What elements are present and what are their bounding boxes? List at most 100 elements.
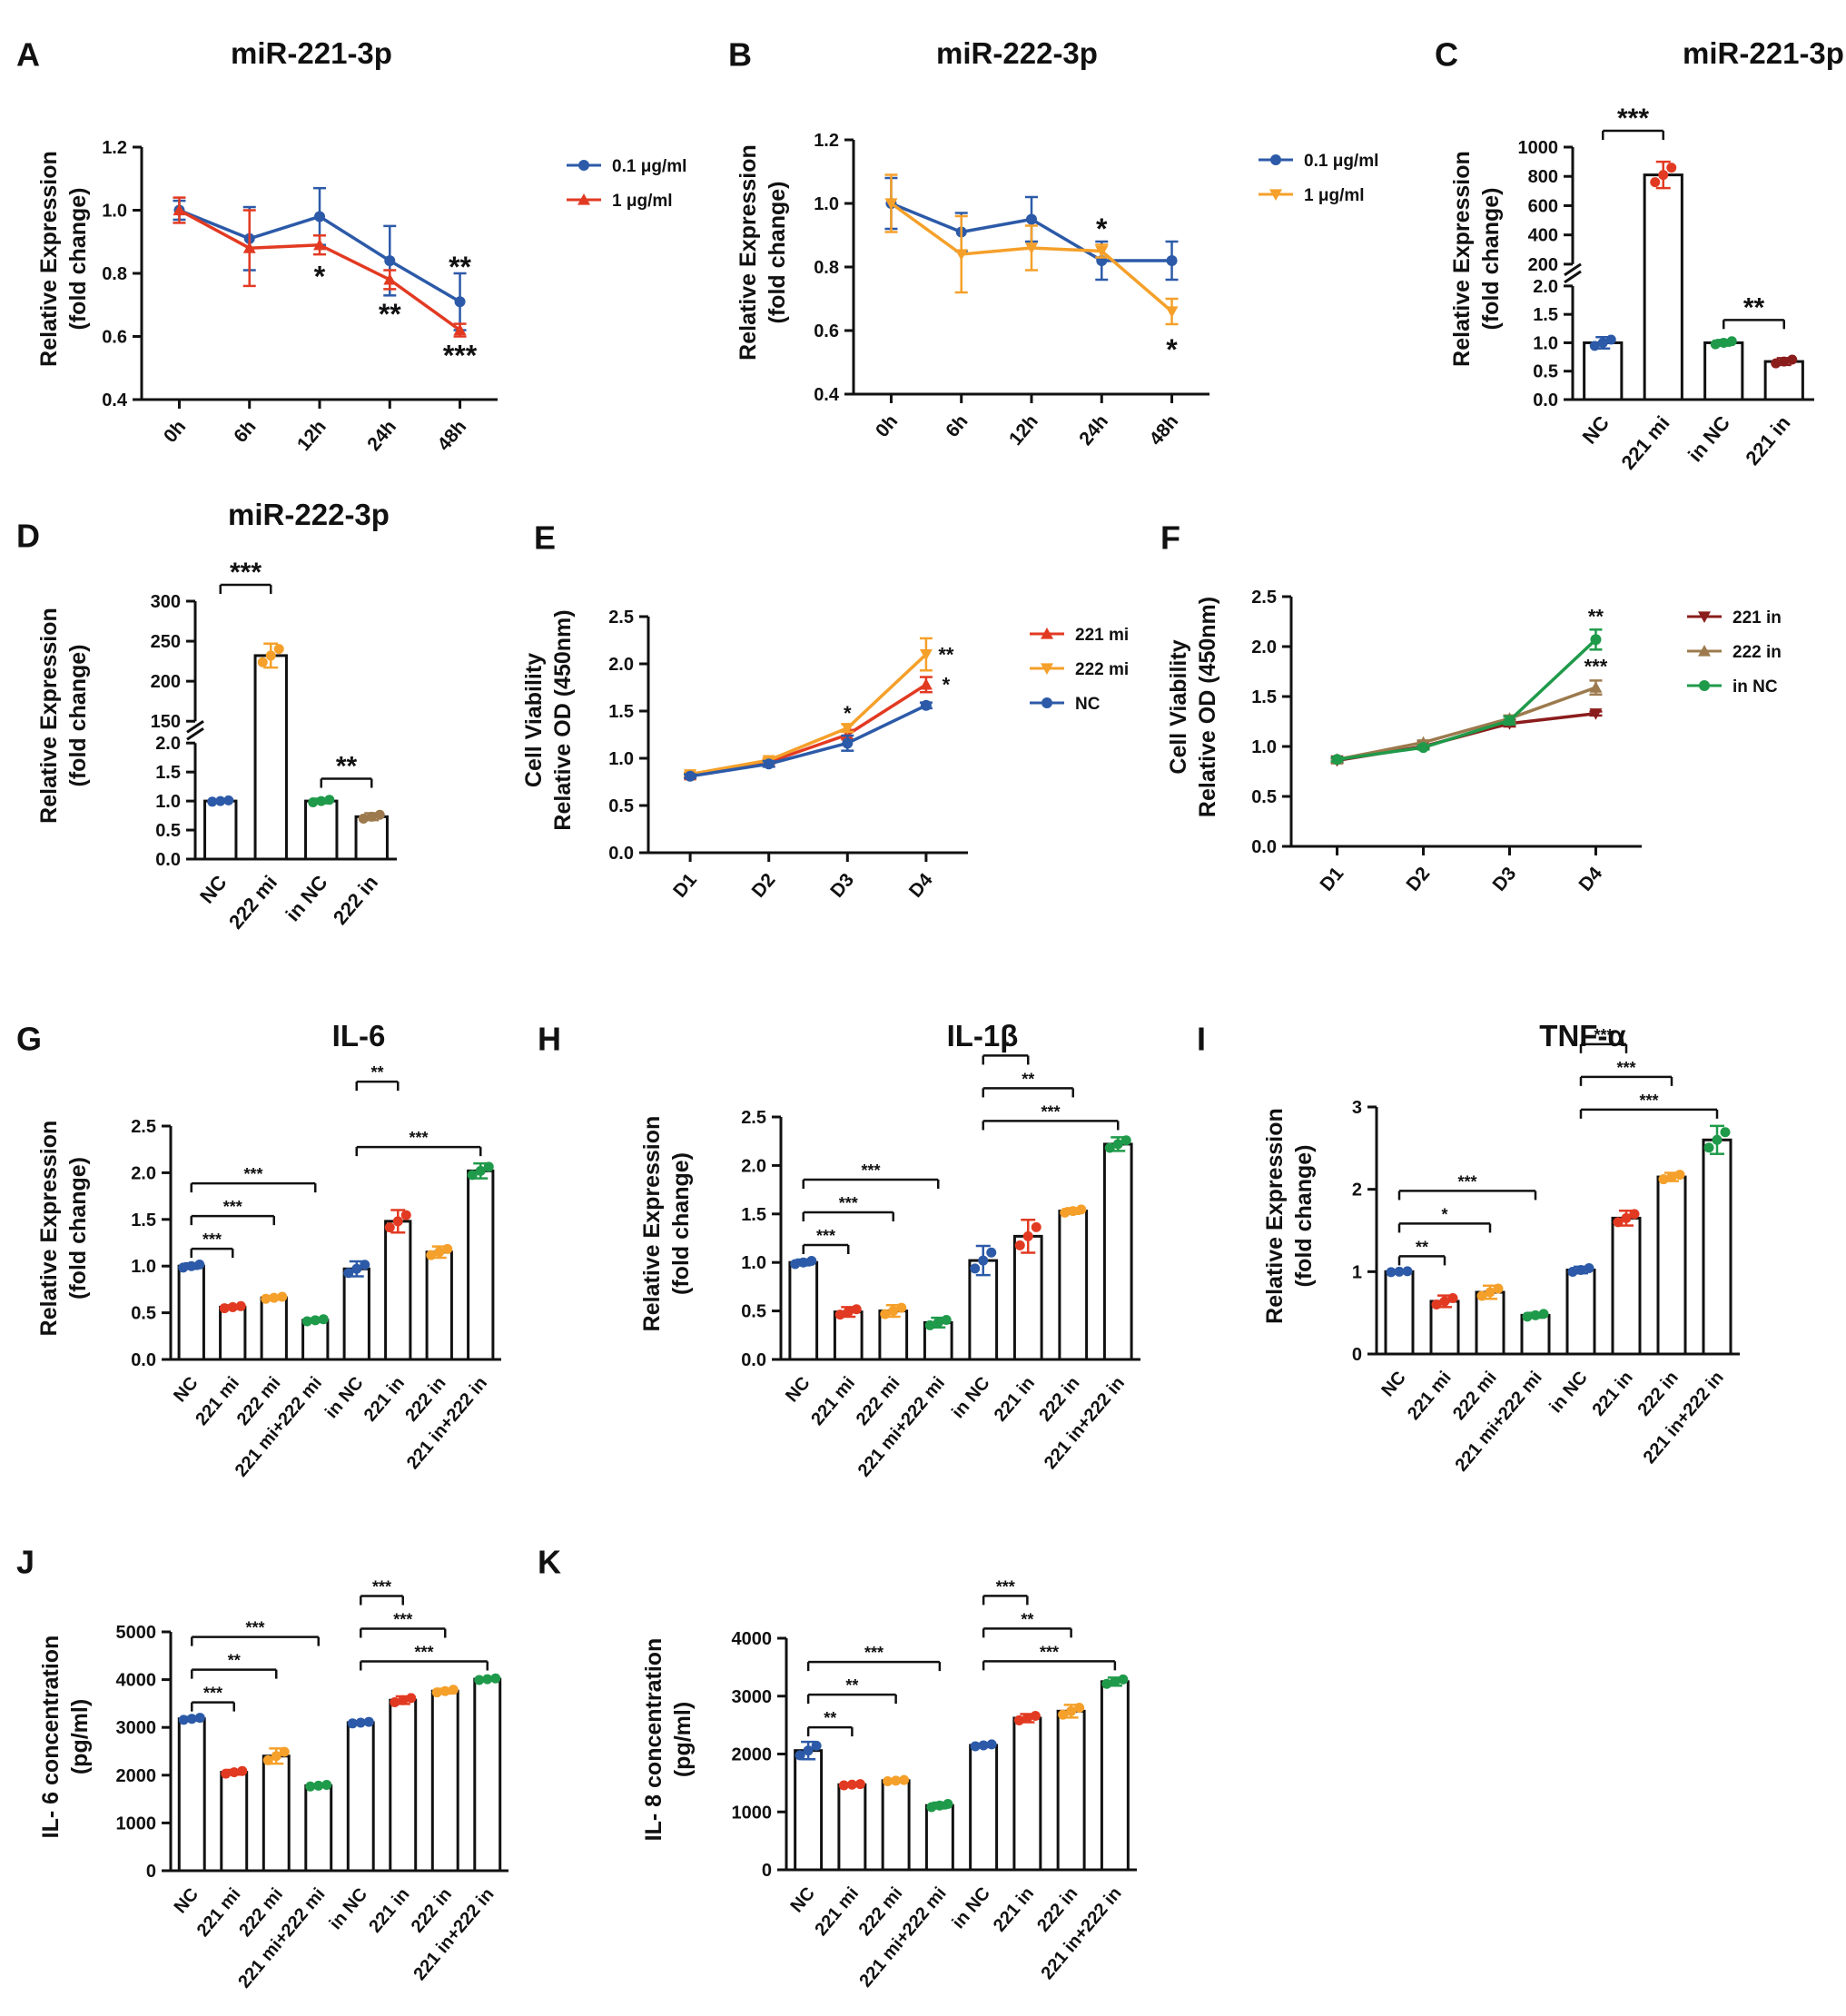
bar [384, 1220, 412, 1361]
x-tick-label: 24h [1075, 410, 1112, 450]
bar [794, 1749, 824, 1872]
bar-group-222 in [425, 1243, 453, 1361]
data-point [841, 723, 854, 735]
y-tick-label: 200 [1528, 255, 1558, 275]
data-point [1026, 213, 1037, 225]
replicate-point [355, 1717, 366, 1728]
bar-group-221 in+222 in [1100, 1674, 1130, 1872]
significance-label: * [1096, 212, 1108, 245]
chart-title: TNF-α [1539, 1019, 1625, 1052]
significance-bracket: *** [802, 1161, 940, 1189]
replicate-point [926, 1802, 937, 1813]
significance-label: ** [449, 251, 471, 283]
replicate-point [924, 1319, 935, 1330]
replicate-point [194, 1713, 205, 1724]
bar [1643, 173, 1683, 401]
y-axis-label-line: Cell Viability [1166, 639, 1191, 774]
significance-label: *** [1617, 104, 1649, 133]
y-axis-label-line: Relative Expression [36, 1121, 62, 1337]
bar [177, 1717, 206, 1873]
panel-I: I TNF-α 0 1 2 3 Relative Expression (fold chang… [1197, 1019, 1740, 1476]
bar [837, 1783, 867, 1872]
replicate-point [1787, 354, 1798, 365]
replicate-point [321, 1780, 332, 1791]
replicate-point [261, 1293, 271, 1304]
bar-group-in NC [342, 1260, 370, 1361]
y-tick-label: 300 [151, 592, 181, 612]
replicate-point [1101, 1678, 1112, 1689]
replicate-point [888, 1306, 899, 1317]
bar-group-221 mi+222 mi [1520, 1309, 1551, 1356]
significance-bracket: *** [802, 1194, 894, 1221]
replicate-point [265, 650, 276, 661]
y-tick-label: 0.5 [741, 1302, 766, 1322]
legend-marker [1041, 663, 1053, 675]
significance-bracket: ** [1723, 292, 1785, 330]
bar-group-221 in [1763, 354, 1804, 401]
y-axis-label-line: (fold change) [668, 1152, 694, 1295]
y-tick-label: 0.5 [1251, 787, 1277, 807]
replicate-point [347, 1718, 358, 1729]
replicate-point [1584, 1263, 1594, 1274]
x-tick-label: 48h [433, 416, 470, 455]
panel-G: G IL-6 0.0 0.5 1.0 1.5 2.0 2.5 Relative Expressi… [16, 1019, 501, 1481]
legend-label: 1 μg/ml [1304, 186, 1365, 205]
replicate-point [1112, 1139, 1123, 1150]
chart-title: IL-1β [947, 1019, 1019, 1052]
y-tick-label: 0.0 [1251, 837, 1277, 857]
y-tick-label: 2.0 [608, 655, 634, 675]
significance-label: ** [845, 1676, 858, 1695]
data-point [919, 677, 933, 690]
significance-bracket: *** [355, 1129, 482, 1157]
data-point [685, 770, 696, 782]
panel-K: K 0 1000 2000 3000 4000 IL- 8 concentration (pg… [538, 1543, 1137, 1991]
bar [354, 815, 389, 861]
bar [1763, 360, 1804, 401]
replicate-point [363, 1716, 374, 1727]
data-point [919, 649, 933, 661]
replicate-point [1068, 1206, 1079, 1217]
chart-title: miR-221-3p [231, 36, 392, 70]
bar-group-in NC [304, 795, 339, 861]
y-tick-label: 0.5 [155, 821, 181, 841]
y-tick-label: 1 [1352, 1262, 1362, 1282]
bar-group-in NC [969, 1739, 999, 1872]
legend-marker [1269, 189, 1282, 201]
replicate-point [207, 796, 218, 807]
replicate-point [271, 1751, 281, 1762]
replicate-point [1066, 1705, 1077, 1716]
bar-group-222 mi [260, 1291, 288, 1361]
series-0.1 μg/ml [173, 186, 467, 331]
y-tick-label: 2.0 [1533, 277, 1558, 297]
replicate-point [1720, 1127, 1731, 1138]
significance-label: *** [996, 1577, 1015, 1596]
replicate-point [1712, 1134, 1723, 1145]
series-line [689, 683, 927, 777]
y-tick-label: 1.5 [155, 763, 181, 783]
legend-label: 221 mi [1075, 626, 1129, 645]
significance-bracket: *** [191, 1685, 235, 1712]
data-point [313, 238, 326, 251]
replicate-point [257, 657, 268, 667]
replicate-point [1629, 1209, 1640, 1220]
y-tick-label: 0.0 [741, 1350, 766, 1370]
replicate-point [851, 1304, 862, 1315]
y-tick-label: 1.2 [814, 131, 839, 151]
axis-break [1564, 262, 1582, 277]
y-axis-label-line: (pg/ml) [67, 1699, 93, 1774]
significance-bracket: *** [360, 1643, 489, 1671]
y-tick-label: 2000 [732, 1745, 773, 1765]
y-tick-label: 1.5 [1251, 687, 1277, 707]
significance-bracket: *** [190, 1165, 317, 1193]
replicate-point [194, 1260, 205, 1270]
panel-J: J 0 1000 2000 3000 4000 5000 IL- 6 concentratio… [16, 1543, 508, 1992]
bar-group-221 mi [837, 1779, 867, 1872]
bar-group-221 mi [220, 1765, 249, 1873]
y-tick-label: 1.5 [131, 1211, 156, 1230]
y-tick-label: 1000 [1518, 138, 1559, 158]
bar [203, 799, 238, 861]
bar [1702, 1138, 1732, 1356]
bar [430, 1689, 459, 1873]
significance-bracket: *** [982, 1577, 1029, 1606]
replicate-point [1538, 1309, 1549, 1319]
